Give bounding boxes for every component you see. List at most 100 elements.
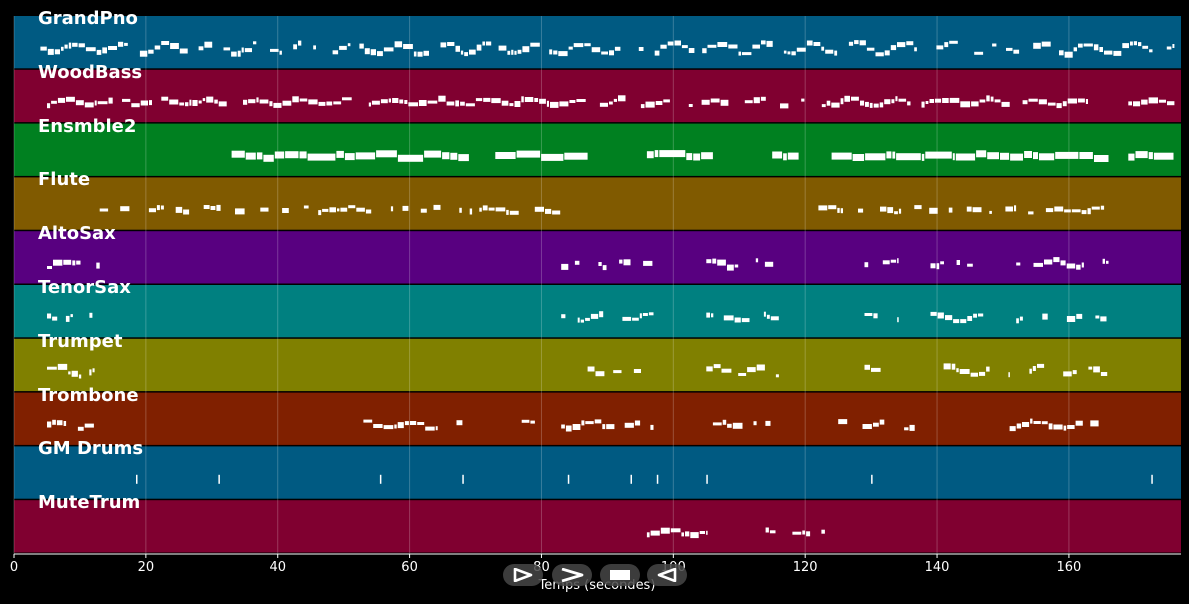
note xyxy=(568,46,573,50)
note xyxy=(802,530,806,535)
note xyxy=(241,47,244,53)
note xyxy=(693,153,701,161)
note xyxy=(1085,99,1088,104)
drum-hit xyxy=(706,474,708,484)
note xyxy=(660,527,670,534)
note xyxy=(248,99,256,104)
note xyxy=(752,44,760,49)
note xyxy=(821,104,826,108)
note xyxy=(979,99,986,103)
note xyxy=(237,50,241,57)
note xyxy=(865,101,869,107)
note xyxy=(534,206,544,212)
note xyxy=(1128,153,1135,161)
note xyxy=(148,208,156,213)
note xyxy=(834,50,838,56)
note xyxy=(645,101,655,108)
note xyxy=(1033,262,1043,267)
note xyxy=(1091,206,1100,210)
note xyxy=(383,425,394,430)
note xyxy=(293,44,297,50)
note xyxy=(690,532,699,539)
rewind-button[interactable] xyxy=(647,564,687,586)
note xyxy=(299,98,308,102)
note xyxy=(198,46,204,51)
note xyxy=(974,51,984,55)
note xyxy=(47,48,54,55)
note xyxy=(63,259,72,265)
note xyxy=(613,98,617,102)
note xyxy=(848,41,854,46)
note xyxy=(1028,211,1034,215)
note xyxy=(701,152,713,160)
note xyxy=(377,51,383,57)
note xyxy=(828,205,837,210)
note xyxy=(423,50,429,56)
track-label: Trombone xyxy=(38,384,139,406)
note xyxy=(602,265,607,271)
note xyxy=(469,49,476,55)
note xyxy=(890,45,897,51)
note xyxy=(1100,372,1108,376)
track-label: Flute xyxy=(38,169,91,191)
note xyxy=(1055,151,1079,159)
note xyxy=(365,209,372,214)
note xyxy=(140,100,148,106)
note xyxy=(949,97,960,103)
note xyxy=(948,207,953,213)
note xyxy=(418,100,427,106)
note xyxy=(942,98,949,103)
note xyxy=(516,150,541,158)
note xyxy=(655,101,663,105)
note xyxy=(914,47,917,52)
note xyxy=(880,206,887,212)
note xyxy=(1022,100,1028,105)
note xyxy=(356,207,365,212)
note xyxy=(380,99,388,104)
note xyxy=(1063,371,1072,377)
note xyxy=(561,424,565,429)
note xyxy=(873,313,878,319)
note xyxy=(791,51,796,56)
note xyxy=(108,46,117,50)
note xyxy=(971,101,979,107)
note xyxy=(944,42,949,48)
note xyxy=(84,423,94,428)
note xyxy=(521,96,524,103)
note xyxy=(370,49,376,56)
track-label: AltoSax xyxy=(38,223,116,245)
track-label: Trumpet xyxy=(38,330,123,352)
note xyxy=(614,46,621,51)
note xyxy=(953,319,960,324)
note xyxy=(561,263,569,270)
note xyxy=(879,419,885,425)
note xyxy=(650,424,654,430)
track-label: MuteTrum xyxy=(38,492,141,514)
note xyxy=(701,99,710,105)
note xyxy=(623,259,631,266)
note xyxy=(864,262,869,268)
play-button[interactable] xyxy=(503,564,543,586)
note xyxy=(1077,98,1085,103)
stop-button[interactable] xyxy=(600,564,640,586)
note xyxy=(1072,370,1077,375)
note xyxy=(435,426,438,431)
note xyxy=(973,313,977,318)
note xyxy=(1008,372,1010,378)
drum-hit xyxy=(630,474,632,484)
note xyxy=(992,43,997,47)
note xyxy=(299,151,307,159)
note xyxy=(1133,101,1141,107)
note xyxy=(274,151,285,159)
note xyxy=(1093,366,1100,373)
note xyxy=(763,311,766,317)
note xyxy=(348,205,356,209)
note xyxy=(994,99,1001,103)
note xyxy=(1100,205,1105,210)
note xyxy=(549,49,553,55)
fast-forward-button[interactable] xyxy=(552,564,592,586)
note xyxy=(47,421,52,428)
note xyxy=(442,152,450,160)
note xyxy=(204,41,213,48)
note xyxy=(273,102,282,108)
